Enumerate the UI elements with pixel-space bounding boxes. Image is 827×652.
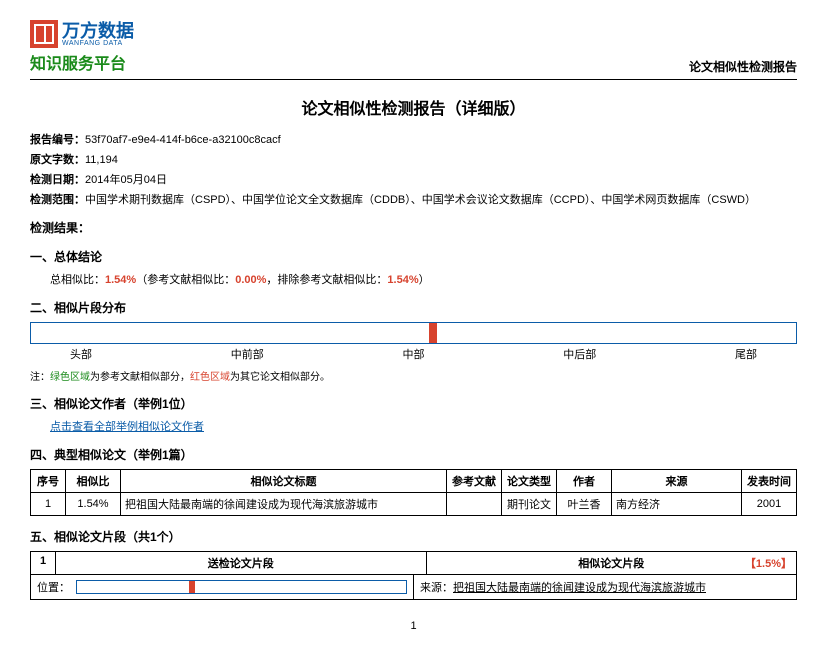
col-title: 相似论文标题 [121, 470, 447, 493]
table-row: 1 1.54% 把祖国大陆最南端的徐闻建设成为现代海滨旅游城市 期刊论文 叶兰香… [31, 493, 797, 516]
distribution-note: 注：绿色区域为参考文献相似部分，红色区域为其它论文相似部分。 [30, 368, 797, 383]
meta-label: 报告编号： [30, 134, 85, 146]
location-segment [189, 581, 195, 593]
meta-date: 检测日期：2014年05月04日 [30, 171, 797, 187]
cell-ratio: 1.54% [66, 493, 121, 516]
section-4-heading: 四、典型相似论文（举例1篇） [30, 446, 797, 463]
cell-ref [447, 493, 502, 516]
excl-ratio: 1.54% [387, 274, 418, 286]
col-author: 作者 [557, 470, 612, 493]
col-type: 论文类型 [502, 470, 557, 493]
meta-label: 检测日期： [30, 174, 85, 186]
section-2-heading: 二、相似片段分布 [30, 299, 797, 316]
cell-year: 2001 [742, 493, 797, 516]
meta-scope: 检测范围：中国学术期刊数据库（CSPD）、中国学位论文全文数据库（CDDB）、中… [30, 191, 797, 207]
col-idx: 序号 [31, 470, 66, 493]
meta-word-count: 原文字数：11,194 [30, 151, 797, 167]
logo-icon [30, 20, 58, 48]
col-ref: 参考文献 [447, 470, 502, 493]
col-src: 来源 [612, 470, 742, 493]
cell-idx: 1 [31, 493, 66, 516]
meta-label: 原文字数： [30, 154, 85, 166]
logo-cn: 万方数据 [62, 22, 134, 40]
section-3-heading: 三、相似论文作者（举例1位） [30, 395, 797, 412]
bar-label: 中部 [403, 346, 425, 362]
fragment-body: 位置： 来源：把祖国大陆最南端的徐闻建设成为现代海滨旅游城市 [31, 575, 796, 599]
logo-block: 万方数据 WANFANG DATA 知识服务平台 [30, 20, 134, 74]
distribution-bar [30, 322, 797, 344]
meta-value: 11,194 [85, 154, 118, 166]
bar-label: 头部 [70, 346, 92, 362]
cell-author: 叶兰香 [557, 493, 612, 516]
report-title: 论文相似性检测报告（详细版） [30, 95, 797, 119]
report-page: 万方数据 WANFANG DATA 知识服务平台 论文相似性检测报告 论文相似性… [0, 0, 827, 652]
similar-papers-table: 序号 相似比 相似论文标题 参考文献 论文类型 作者 来源 发表时间 1 1.5… [30, 469, 797, 516]
fragment-right-heading: 相似论文片段 【1.5%】 [427, 552, 797, 574]
fragment-index: 1 [31, 552, 56, 574]
result-label: 检测结果： [30, 219, 797, 236]
fragment-left-heading: 送检论文片段 [56, 552, 427, 574]
col-year: 发表时间 [742, 470, 797, 493]
meta-label: 检测范围： [30, 194, 85, 206]
meta-value: 53f70af7-e9e4-414f-b6ce-a32100c8cacf [85, 134, 281, 146]
total-ratio: 1.54% [105, 274, 136, 286]
meta-value: 2014年05月04日 [85, 174, 167, 186]
meta-report-id: 报告编号：53f70af7-e9e4-414f-b6ce-a32100c8cac… [30, 131, 797, 147]
bar-label: 尾部 [735, 346, 757, 362]
view-all-authors-link[interactable]: 点击查看全部举例相似论文作者 [50, 421, 204, 433]
table-header-row: 序号 相似比 相似论文标题 参考文献 论文类型 作者 来源 发表时间 [31, 470, 797, 493]
page-header: 万方数据 WANFANG DATA 知识服务平台 论文相似性检测报告 [30, 20, 797, 80]
bar-label: 中后部 [563, 346, 596, 362]
page-number: 1 [30, 620, 797, 632]
cell-title: 把祖国大陆最南端的徐闻建设成为现代海滨旅游城市 [121, 493, 447, 516]
header-right-title: 论文相似性检测报告 [689, 58, 797, 75]
logo-subtitle: 知识服务平台 [30, 50, 134, 74]
cell-src: 南方经济 [612, 493, 742, 516]
fragment-source: 来源：把祖国大陆最南端的徐闻建设成为现代海滨旅游城市 [414, 575, 796, 599]
fragment-block: 1 送检论文片段 相似论文片段 【1.5%】 位置： 来源：把祖国大陆最南端的徐… [30, 551, 797, 600]
fragment-location: 位置： [31, 575, 414, 599]
location-bar [76, 580, 407, 594]
logo-en: WANFANG DATA [62, 40, 134, 47]
distribution-segment [429, 323, 437, 343]
distribution-labels: 头部 中前部 中部 中后部 尾部 [30, 346, 797, 362]
fragment-header: 1 送检论文片段 相似论文片段 【1.5%】 [31, 552, 796, 575]
section-1-heading: 一、总体结论 [30, 248, 797, 265]
bar-label: 中前部 [231, 346, 264, 362]
location-label: 位置： [37, 579, 70, 595]
col-ratio: 相似比 [66, 470, 121, 493]
cell-type: 期刊论文 [502, 493, 557, 516]
fragment-percent: 【1.5%】 [745, 555, 792, 571]
ref-ratio: 0.00% [235, 274, 266, 286]
fragment-right-title: 相似论文片段 [578, 558, 644, 570]
section-5-heading: 五、相似论文片段（共1个） [30, 528, 797, 545]
meta-value: 中国学术期刊数据库（CSPD）、中国学位论文全文数据库（CDDB）、中国学术会议… [85, 194, 756, 206]
overall-conclusion: 总相似比：1.54%（参考文献相似比：0.00%，排除参考文献相似比：1.54%… [50, 271, 797, 287]
